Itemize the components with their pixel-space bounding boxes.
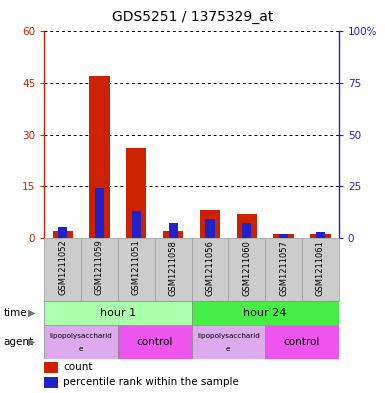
Text: time: time: [4, 308, 27, 318]
Bar: [155, 238, 192, 301]
Bar: [126, 148, 146, 238]
Bar: [118, 325, 192, 359]
Bar: [205, 219, 214, 238]
Text: GSM1211059: GSM1211059: [95, 240, 104, 296]
Bar: [192, 301, 339, 325]
Text: e: e: [226, 347, 231, 353]
Text: GSM1211058: GSM1211058: [169, 240, 177, 296]
Bar: [163, 231, 183, 238]
Bar: [44, 377, 57, 388]
Bar: [118, 238, 155, 301]
Text: GSM1211061: GSM1211061: [316, 240, 325, 296]
Text: GSM1211051: GSM1211051: [132, 240, 141, 296]
Text: GSM1211057: GSM1211057: [279, 240, 288, 296]
Text: GSM1211052: GSM1211052: [58, 240, 67, 296]
Bar: [265, 325, 339, 359]
Bar: [44, 325, 118, 359]
Text: percentile rank within the sample: percentile rank within the sample: [64, 377, 239, 387]
Bar: [81, 238, 118, 301]
Text: agent: agent: [4, 337, 34, 347]
Bar: [265, 238, 302, 301]
Bar: [316, 231, 325, 238]
Text: hour 1: hour 1: [100, 308, 136, 318]
Text: ▶: ▶: [28, 308, 35, 318]
Bar: [44, 238, 81, 301]
Text: control: control: [137, 337, 173, 347]
Bar: [44, 362, 57, 373]
Bar: [192, 238, 228, 301]
Bar: [228, 238, 265, 301]
Text: GSM1211060: GSM1211060: [242, 240, 251, 296]
Bar: [279, 233, 288, 238]
Bar: [302, 238, 339, 301]
Text: GDS5251 / 1375329_at: GDS5251 / 1375329_at: [112, 10, 273, 24]
Text: hour 24: hour 24: [243, 308, 287, 318]
Bar: [89, 76, 110, 238]
Text: control: control: [284, 337, 320, 347]
Bar: [237, 214, 257, 238]
Bar: [58, 228, 67, 238]
Text: GSM1211056: GSM1211056: [206, 240, 214, 296]
Text: lipopolysaccharid: lipopolysaccharid: [50, 333, 112, 339]
Text: e: e: [79, 347, 83, 353]
Text: lipopolysaccharid: lipopolysaccharid: [197, 333, 260, 339]
Bar: [310, 234, 330, 238]
Bar: [53, 231, 73, 238]
Text: ▶: ▶: [28, 337, 35, 347]
Bar: [132, 211, 141, 238]
Bar: [192, 325, 265, 359]
Text: count: count: [64, 362, 93, 372]
Bar: [200, 210, 220, 238]
Bar: [169, 223, 178, 238]
Bar: [95, 188, 104, 238]
Bar: [273, 234, 294, 238]
Bar: [242, 223, 251, 238]
Bar: [44, 301, 192, 325]
